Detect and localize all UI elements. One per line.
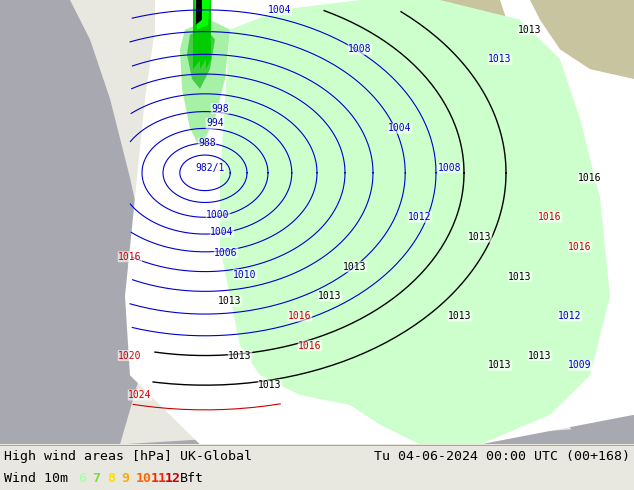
Text: 1016: 1016 <box>578 173 602 183</box>
Polygon shape <box>220 0 610 444</box>
Polygon shape <box>380 0 510 59</box>
Polygon shape <box>206 0 211 69</box>
Polygon shape <box>125 0 634 444</box>
Text: 1009: 1009 <box>568 361 592 370</box>
Text: Wind 10m: Wind 10m <box>4 471 68 485</box>
Text: 982/1: 982/1 <box>195 163 224 173</box>
Text: 6: 6 <box>78 471 86 485</box>
Text: 1020: 1020 <box>119 350 142 361</box>
Text: 1013: 1013 <box>528 350 552 361</box>
Text: 1013: 1013 <box>518 24 541 35</box>
Polygon shape <box>530 0 634 79</box>
Polygon shape <box>530 0 634 444</box>
Text: 1013: 1013 <box>448 311 472 321</box>
Text: 1016: 1016 <box>298 341 321 351</box>
Text: 1010: 1010 <box>233 270 257 280</box>
Text: 1016: 1016 <box>538 212 562 222</box>
Text: 1013: 1013 <box>228 350 252 361</box>
Text: 1013: 1013 <box>488 54 512 64</box>
Text: 1013: 1013 <box>488 361 512 370</box>
Text: High wind areas [hPa] UK-Global: High wind areas [hPa] UK-Global <box>4 450 252 463</box>
Text: 1013: 1013 <box>469 232 492 242</box>
Text: 1000: 1000 <box>206 210 230 221</box>
Text: 11: 11 <box>150 471 167 485</box>
Text: 1004: 1004 <box>268 5 292 15</box>
Text: 1004: 1004 <box>388 123 411 133</box>
Text: 1008: 1008 <box>348 45 372 54</box>
Polygon shape <box>187 27 215 89</box>
Text: Tu 04-06-2024 00:00 UTC (00+168): Tu 04-06-2024 00:00 UTC (00+168) <box>374 450 630 463</box>
Text: 12: 12 <box>165 471 181 485</box>
Polygon shape <box>200 0 206 69</box>
Text: 1008: 1008 <box>438 163 462 173</box>
Text: 7: 7 <box>93 471 101 485</box>
Text: 1016: 1016 <box>568 242 592 252</box>
Text: 10: 10 <box>136 471 152 485</box>
Text: 1004: 1004 <box>210 227 234 237</box>
Polygon shape <box>193 0 201 69</box>
Text: 1012: 1012 <box>559 311 582 321</box>
Text: 1013: 1013 <box>218 296 242 306</box>
Text: 1013: 1013 <box>258 380 281 390</box>
Text: 1024: 1024 <box>128 390 152 400</box>
Text: 1006: 1006 <box>214 248 238 258</box>
Text: 1016: 1016 <box>119 252 142 262</box>
Text: 1012: 1012 <box>408 212 432 222</box>
Text: 1013: 1013 <box>508 271 532 282</box>
Text: 988: 988 <box>198 138 216 148</box>
Text: 1013: 1013 <box>343 262 366 271</box>
Text: 1016: 1016 <box>288 311 312 321</box>
Text: 9: 9 <box>122 471 129 485</box>
Text: 998: 998 <box>211 104 229 114</box>
Text: 1013: 1013 <box>318 291 342 301</box>
Polygon shape <box>195 0 210 29</box>
Polygon shape <box>196 0 202 24</box>
Text: 8: 8 <box>107 471 115 485</box>
Polygon shape <box>0 0 150 444</box>
Polygon shape <box>180 20 230 148</box>
Text: 994: 994 <box>206 119 224 128</box>
Polygon shape <box>0 425 634 444</box>
Text: Bft: Bft <box>179 471 204 485</box>
